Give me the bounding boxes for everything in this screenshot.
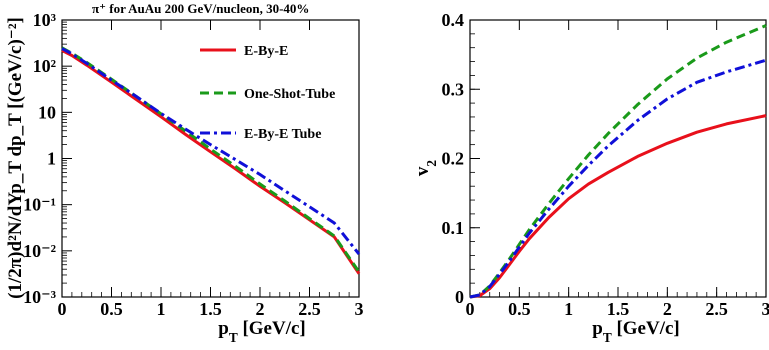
left-x-tick-label: 3 — [355, 299, 364, 319]
left-x-tick-label: 0 — [58, 299, 67, 319]
figure-title: π⁺ for AuAu 200 GeV/nucleon, 30-40% — [92, 1, 309, 16]
left-series-e-by-e-tube — [61, 47, 361, 256]
left-series-group — [61, 46, 361, 275]
left-x-axis-title: pT [GeV/c] — [218, 318, 306, 345]
right-series-one-shot-tube — [469, 24, 767, 299]
left-legend: E-By-E One-Shot-Tube E-By-E Tube — [200, 44, 335, 142]
left-axis-ticks: 0 0.5 1 1.5 2 2.5 3 10⁻³ 10⁻² 10⁻¹ 1 10 10² 10³ — [23, 10, 363, 319]
right-y-tick-label: 0 — [455, 287, 464, 307]
left-y-tick-label: 10⁻¹ — [23, 195, 56, 215]
left-panel-spectra: 0 0.5 1 1.5 2 2.5 3 10⁻³ 10⁻² 10⁻¹ 1 10 10² 10³ E-By-… — [5, 10, 364, 345]
right-x-axis-title: pT [GeV/c] — [592, 318, 680, 345]
legend-label-e-by-e: E-By-E — [244, 44, 288, 59]
right-x-tick-label: 1.5 — [607, 299, 630, 319]
left-x-tick-label: 2 — [256, 299, 265, 319]
left-y-tick-label: 1 — [47, 149, 56, 169]
left-x-tick-label: 0.5 — [100, 299, 123, 319]
left-y-tick-label: 10 — [38, 102, 56, 122]
legend-label-one-shot-tube: One-Shot-Tube — [244, 87, 335, 102]
right-y-tick-label: 0.1 — [442, 218, 465, 238]
right-x-tick-label: 0 — [466, 299, 475, 319]
left-series-e-by-e — [61, 49, 361, 275]
right-x-tick-label: 2 — [663, 299, 672, 319]
right-series-e-by-e — [469, 114, 767, 299]
right-panel-v2: 0 0.5 1 1.5 2 2.5 3 0 0.1 0.2 0.3 0.4 pT [GeV/c] v2 — [412, 10, 769, 345]
right-series-group — [469, 24, 767, 299]
right-x-tick-label: 2.5 — [705, 299, 728, 319]
left-x-tick-label: 2.5 — [298, 299, 321, 319]
right-y-tick-label: 0.3 — [442, 79, 465, 99]
right-x-tick-label: 0.5 — [508, 299, 531, 319]
right-series-e-by-e-tube — [469, 58, 767, 299]
left-plot-frame — [61, 19, 360, 298]
left-y-tick-label: 10³ — [33, 10, 57, 30]
left-y-axis-title: (1/2π)d²N/dYp_T dp_T [(GeV/c)⁻²] — [5, 17, 26, 299]
right-y-tick-label: 0.4 — [442, 10, 465, 30]
right-y-tick-label: 0.2 — [442, 149, 465, 169]
right-y-axis-title: v2 — [412, 160, 439, 177]
left-x-tick-label: 1.5 — [199, 299, 222, 319]
right-x-tick-label: 3 — [762, 299, 769, 319]
left-y-tick-label: 10⁻³ — [23, 287, 57, 307]
right-axis-ticks: 0 0.5 1 1.5 2 2.5 3 0 0.1 0.2 0.3 0.4 — [442, 10, 769, 319]
left-x-tick-label: 1 — [157, 299, 166, 319]
right-x-tick-label: 1 — [564, 299, 573, 319]
left-y-tick-label: 10⁻² — [23, 241, 56, 261]
left-series-one-shot-tube — [61, 46, 361, 273]
left-y-tick-label: 10² — [33, 56, 56, 76]
legend-label-e-by-e-tube: E-By-E Tube — [244, 127, 321, 142]
